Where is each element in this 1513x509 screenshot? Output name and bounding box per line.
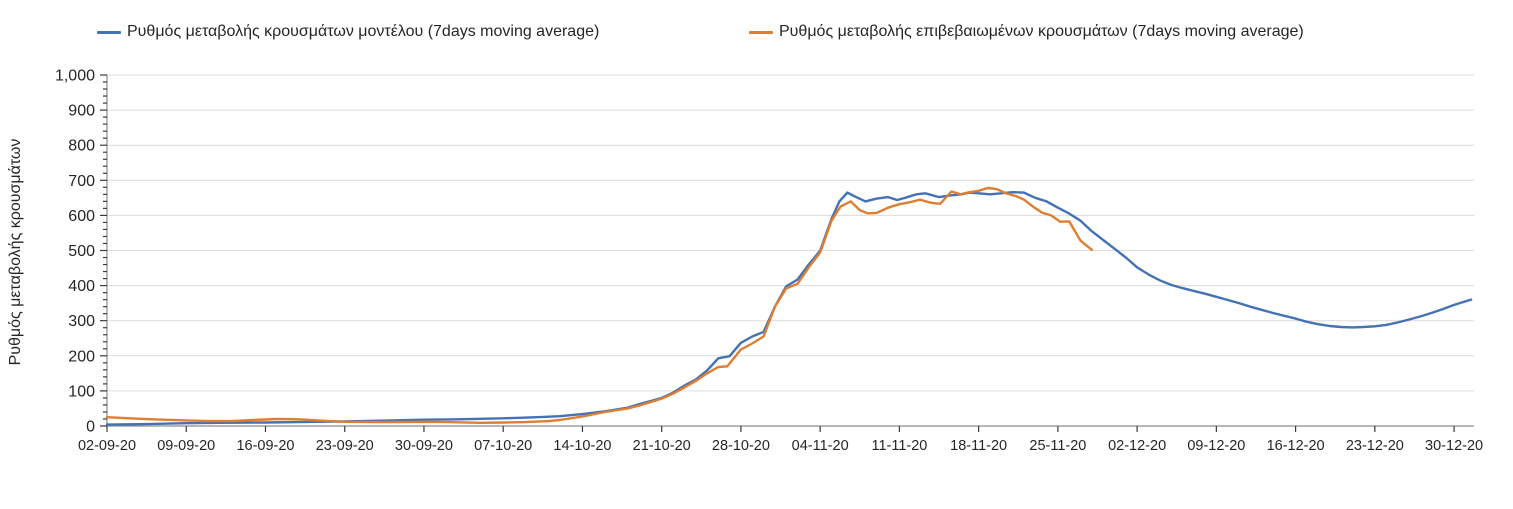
x-tick-label: 02-12-20 <box>1108 438 1166 454</box>
x-tick-label: 18-11-20 <box>950 438 1007 454</box>
legend-label-model: Ρυθμός μεταβολής κρουσμάτων μοντέλου (7d… <box>127 23 600 40</box>
x-tick-label: 30-09-20 <box>395 438 453 454</box>
x-tick-label: 23-12-20 <box>1346 438 1404 454</box>
y-tick-label: 100 <box>68 383 95 400</box>
x-tick-label: 25-11-20 <box>1029 438 1086 454</box>
x-tick-label: 21-10-20 <box>633 438 691 454</box>
legend-label-confirmed: Ρυθμός μεταβολής επιβεβαιωμένων κρουσμάτ… <box>779 23 1304 40</box>
y-tick-label: 600 <box>68 208 95 225</box>
x-tick-label: 07-10-20 <box>474 438 532 454</box>
y-tick-label: 900 <box>68 103 95 120</box>
y-tick-label: 500 <box>68 243 95 260</box>
y-axis-title: Ρυθμός μεταβολής κρουσμάτων <box>7 138 24 366</box>
x-tick-label: 28-10-20 <box>712 438 770 454</box>
x-tick-label: 16-09-20 <box>236 438 294 454</box>
x-tick-label: 23-09-20 <box>316 438 374 454</box>
legend-item-model: Ρυθμός μεταβολής κρουσμάτων μοντέλου (7d… <box>97 21 599 43</box>
x-tick-label: 02-09-20 <box>78 438 136 454</box>
x-tick-label: 09-12-20 <box>1187 438 1245 454</box>
confirmed-series-line-swatch <box>749 30 773 34</box>
series-line-1 <box>105 186 1094 424</box>
x-tick-label: 09-09-20 <box>157 438 215 454</box>
x-tick-label: 11-11-20 <box>871 438 927 454</box>
x-tick-label: 14-10-20 <box>553 438 611 454</box>
y-tick-label: 200 <box>68 348 95 365</box>
series-line-0 <box>105 190 1473 426</box>
x-tick-label: 30-12-20 <box>1425 438 1483 454</box>
x-tick-label: 16-12-20 <box>1267 438 1325 454</box>
y-tick-label: 800 <box>68 138 95 155</box>
y-tick-label: 400 <box>68 278 95 295</box>
legend-item-confirmed: Ρυθμός μεταβολής επιβεβαιωμένων κρουσμάτ… <box>749 21 1304 43</box>
y-tick-label: 700 <box>68 173 95 190</box>
model-series-line-swatch <box>97 30 121 34</box>
y-tick-label: 0 <box>86 419 95 436</box>
x-tick-label: 04-11-20 <box>792 438 849 454</box>
y-tick-label: 1,000 <box>55 68 95 85</box>
legend: Ρυθμός μεταβολής κρουσμάτων μοντέλου (7d… <box>0 21 1513 43</box>
y-tick-label: 300 <box>68 313 95 330</box>
